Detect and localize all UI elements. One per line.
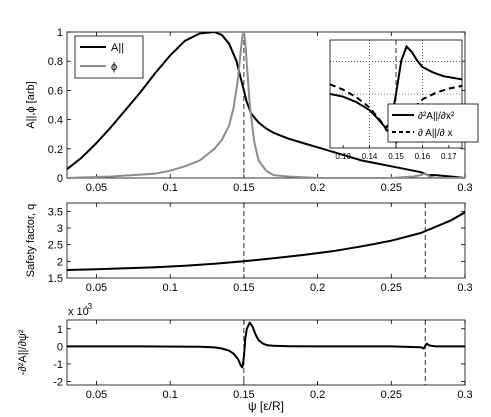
x-tick-label: 0.05: [86, 182, 107, 194]
inset-x-tick-label: 0.16: [415, 152, 431, 161]
panel-2: 0.05 0.1 0.15 0.2 0.25 0.3 2 2.5 3 3.5 1.5 Safety f…: [25, 202, 473, 294]
inset-series-line: [330, 83, 462, 145]
x-tick-label: 0.2: [310, 389, 325, 401]
x-tick-label: 0.15: [233, 389, 254, 401]
y-tick-label: 0.8: [48, 56, 63, 68]
inset-x-tick-label: 0.13: [335, 152, 351, 161]
inset-legend-label: ∂²A||/∂x²: [418, 111, 455, 122]
inset-chart: 0.13 0.14 0.15 0.16 0.17: [329, 39, 463, 161]
plot-frame: [66, 202, 466, 279]
y-tick-label: 3.5: [48, 206, 63, 218]
x-tick-label: 0.05: [86, 282, 107, 294]
legend-label: ϕ: [111, 61, 117, 73]
y-tick-label: 0.4: [48, 115, 63, 127]
y-axis-label: -∂²A||/∂ψ²: [17, 329, 29, 375]
inset-x-tick-label: 0.14: [362, 152, 378, 161]
x-tick-label: 0.3: [457, 182, 472, 194]
y-tick-label: 0.2: [48, 144, 63, 156]
x-tick-label: 0.2: [310, 282, 325, 294]
y-tick-label: -2: [53, 376, 63, 388]
inset-legend-box: [387, 103, 479, 143]
x-tick-label: 0.25: [381, 389, 402, 401]
inset-x-tick-label: 0.17: [441, 152, 457, 161]
x-tick-label: 0.25: [381, 282, 402, 294]
x-tick-label: 0.1: [163, 282, 178, 294]
y-tick-label: 0: [57, 173, 63, 185]
legend-label: A||: [111, 42, 124, 54]
series-line: [67, 32, 465, 178]
x-axis-label: ψ [ε/R]: [248, 399, 284, 413]
x-tick-label: 0.3: [457, 282, 472, 294]
y-tick-label: 2: [57, 256, 63, 268]
plot-frame: [66, 319, 466, 386]
inset-series-line: [330, 44, 462, 129]
y-tick-label: 1.5: [48, 273, 63, 285]
x-tick-label: 0.1: [163, 182, 178, 194]
x-tick-label: 0.15: [233, 182, 254, 194]
y-tick-label: 1: [57, 27, 63, 39]
x-tick-label: 0.15: [233, 282, 254, 294]
scale-exponent: -3: [85, 302, 93, 311]
y-tick-label: -1: [53, 359, 63, 371]
legend: A|| ϕ: [74, 35, 144, 79]
x-tick-label: 0.05: [86, 389, 107, 401]
y-axis-label: Safety factor, q: [25, 204, 37, 277]
x-tick-label: 0.1: [163, 389, 178, 401]
x-tick-label: 0.2: [310, 182, 325, 194]
y-axis-label: A||,ϕ [arb]: [25, 81, 37, 128]
y-tick-label: 0.6: [48, 85, 63, 97]
series-line: [67, 321, 465, 369]
series-line: [67, 211, 465, 271]
legend-box: [74, 35, 144, 79]
inset-legend-label: ∂ A||/∂ x: [418, 128, 453, 139]
scale-label: x 10: [68, 306, 89, 318]
y-tick-label: 1: [57, 324, 63, 336]
panel-3: 0.05 0.1 0.15 0.2 0.25 0.3 -2 -1 0 1 -∂²A||/∂ψ²: [17, 319, 473, 401]
inset-legend: ∂²A||/∂x² ∂ A||/∂ x: [387, 103, 479, 143]
y-tick-label: 2.5: [48, 240, 63, 252]
x-tick-label: 0.3: [457, 389, 472, 401]
x-tick-label: 0.25: [381, 182, 402, 194]
inset-x-tick-label: 0.15: [388, 152, 404, 161]
y-tick-label: 0: [57, 341, 63, 353]
y-tick-label: 3: [57, 223, 63, 235]
